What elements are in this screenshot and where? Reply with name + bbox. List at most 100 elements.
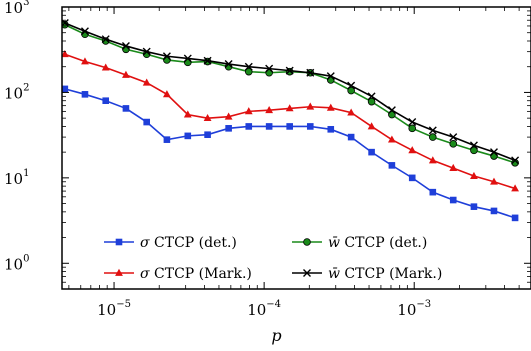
data-point [326, 72, 335, 81]
data-point [245, 123, 253, 130]
data-point [449, 163, 458, 172]
data-point [511, 156, 520, 165]
data-point [163, 136, 171, 143]
legend-label: w̄ CTCP (Mark.) [328, 266, 442, 282]
data-point [204, 131, 211, 139]
data-point [203, 56, 212, 65]
x-tick-label: 10−5 [97, 299, 131, 319]
data-point [347, 86, 355, 95]
data-point [285, 66, 294, 75]
data-point [265, 105, 274, 114]
data-point [368, 148, 375, 156]
data-point [183, 54, 192, 63]
data-point [122, 105, 130, 112]
data-point [143, 118, 150, 126]
data-point [142, 78, 151, 86]
series-0 [62, 85, 519, 222]
data-point [62, 85, 69, 93]
data-point [163, 90, 171, 98]
data-point [449, 140, 458, 148]
legend-label: σ CTCP (Mark.) [140, 266, 252, 282]
data-point [224, 60, 233, 69]
data-point [367, 92, 376, 101]
data-point [388, 162, 396, 169]
x-axis-label: p [271, 326, 281, 345]
data-point [490, 207, 498, 215]
data-point [511, 184, 519, 192]
data-point [490, 177, 498, 185]
data-point [367, 122, 376, 130]
data-point [470, 203, 478, 210]
data-point [387, 106, 396, 115]
data-point [327, 126, 335, 133]
plot-frame [61, 6, 531, 290]
y-tick-label: 103 [4, 0, 29, 17]
data-point [163, 56, 171, 64]
data-point [469, 141, 478, 150]
data-point [347, 81, 356, 90]
x-tick-label: 10−3 [397, 299, 431, 319]
y-tick-label: 100 [4, 253, 29, 273]
data-point [428, 126, 437, 135]
data-point [347, 133, 355, 141]
legend-label: σ CTCP (det.) [140, 235, 237, 251]
data-point [224, 112, 233, 120]
data-point [449, 133, 458, 142]
data-point [429, 133, 437, 141]
data-point [183, 110, 192, 118]
legend-marker [115, 238, 123, 246]
data-point [347, 108, 356, 116]
data-point [62, 50, 69, 58]
data-point [244, 107, 253, 115]
data-point [101, 63, 110, 71]
legend-marker [115, 268, 123, 276]
data-point [265, 64, 274, 73]
data-point [122, 70, 130, 78]
data-point [429, 188, 437, 196]
legend-entry: σ CTCP (Mark.) [104, 266, 252, 282]
data-point [225, 125, 232, 132]
data-point [244, 67, 253, 76]
data-point [121, 41, 130, 50]
legend-entry: w̄ CTCP (det.) [292, 235, 427, 251]
data-point [306, 68, 315, 77]
data-point [286, 123, 293, 130]
data-point [184, 132, 192, 140]
legend-label: w̄ CTCP (det.) [328, 235, 427, 251]
data-point [102, 97, 110, 105]
data-point [511, 159, 519, 167]
legend-marker [303, 269, 311, 277]
series-3 [62, 18, 520, 165]
y-tick-label: 102 [4, 82, 29, 102]
series-2 [62, 20, 519, 167]
data-point [511, 214, 519, 222]
data-point [80, 27, 89, 36]
series-line-3 [64, 22, 516, 162]
data-point [81, 91, 89, 98]
data-point [408, 146, 417, 154]
data-point [489, 148, 498, 157]
data-point [408, 118, 417, 127]
data-point [306, 123, 314, 130]
series-1 [62, 50, 519, 192]
data-point [387, 135, 396, 143]
data-point [470, 146, 478, 155]
data-point [203, 113, 212, 122]
data-point [306, 102, 315, 110]
data-point [470, 171, 478, 179]
data-point [142, 47, 151, 56]
y-tick-label: 101 [4, 168, 29, 188]
legend-entry: w̄ CTCP (Mark.) [292, 266, 442, 282]
legend-entry: σ CTCP (det.) [104, 235, 237, 251]
data-point [265, 123, 273, 130]
data-point [388, 110, 396, 119]
data-point [101, 35, 110, 44]
ticks-layer: 10−5 10−4 10−3 100 101 102 103 [4, 0, 531, 319]
data-point [285, 104, 294, 112]
data-point [326, 103, 335, 111]
data-point [244, 62, 253, 71]
data-point [162, 52, 171, 61]
data-point [449, 196, 457, 204]
data-point [367, 97, 376, 106]
